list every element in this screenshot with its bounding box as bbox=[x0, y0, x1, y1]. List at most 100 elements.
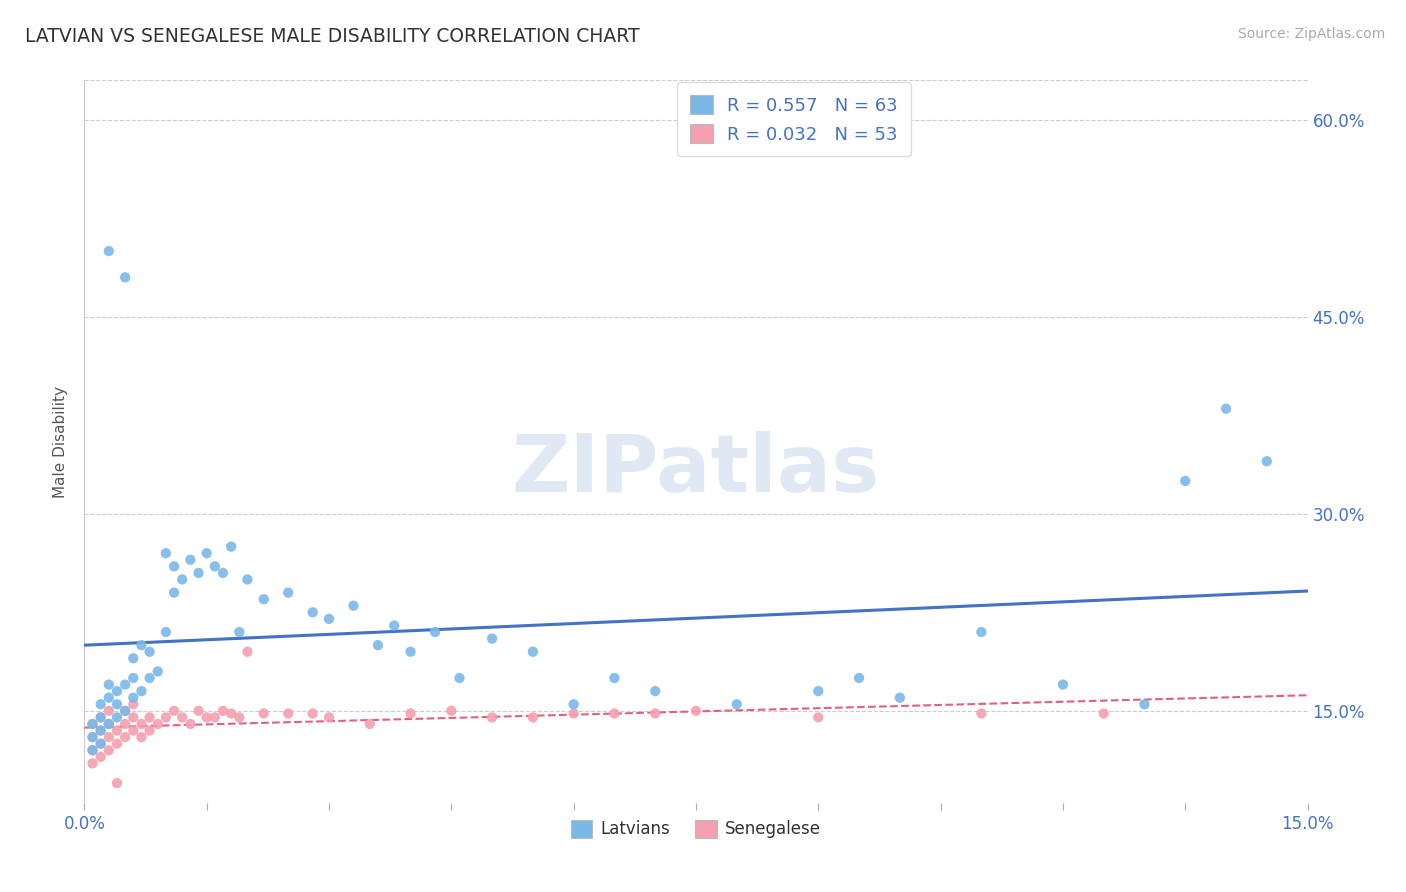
Point bbox=[131, 638, 153, 652]
Text: Source: ZipAtlas.com: Source: ZipAtlas.com bbox=[1237, 27, 1385, 41]
Point bbox=[114, 730, 136, 744]
Point bbox=[440, 704, 463, 718]
Point bbox=[219, 540, 242, 554]
Point bbox=[253, 706, 276, 721]
Point bbox=[644, 684, 666, 698]
Point bbox=[212, 566, 235, 580]
Point bbox=[163, 585, 186, 599]
Point bbox=[122, 698, 145, 712]
Point bbox=[105, 776, 128, 790]
Point bbox=[195, 710, 218, 724]
Point bbox=[603, 706, 626, 721]
Point bbox=[90, 737, 112, 751]
Point bbox=[146, 665, 169, 679]
Point bbox=[970, 625, 993, 640]
Point bbox=[131, 730, 153, 744]
Point bbox=[90, 723, 112, 738]
Point bbox=[449, 671, 471, 685]
Point bbox=[122, 710, 145, 724]
Point bbox=[97, 677, 120, 691]
Legend: Latvians, Senegalese: Latvians, Senegalese bbox=[564, 813, 828, 845]
Point bbox=[114, 704, 136, 718]
Point bbox=[318, 612, 340, 626]
Point bbox=[97, 730, 120, 744]
Point bbox=[301, 706, 323, 721]
Point bbox=[1133, 698, 1156, 712]
Point bbox=[204, 559, 226, 574]
Point bbox=[155, 625, 177, 640]
Point bbox=[382, 618, 405, 632]
Point bbox=[138, 671, 160, 685]
Point bbox=[97, 244, 120, 258]
Point bbox=[195, 546, 218, 560]
Point bbox=[212, 704, 235, 718]
Point bbox=[228, 625, 250, 640]
Point bbox=[318, 710, 340, 724]
Point bbox=[179, 553, 201, 567]
Point bbox=[82, 756, 104, 771]
Point bbox=[253, 592, 276, 607]
Point bbox=[114, 704, 136, 718]
Text: LATVIAN VS SENEGALESE MALE DISABILITY CORRELATION CHART: LATVIAN VS SENEGALESE MALE DISABILITY CO… bbox=[25, 27, 640, 45]
Point bbox=[277, 706, 299, 721]
Point bbox=[399, 645, 422, 659]
Point bbox=[97, 717, 120, 731]
Point bbox=[1092, 706, 1115, 721]
Point bbox=[105, 737, 128, 751]
Point bbox=[105, 684, 128, 698]
Point bbox=[90, 723, 112, 738]
Point bbox=[97, 704, 120, 718]
Point bbox=[423, 625, 446, 640]
Point bbox=[562, 698, 585, 712]
Point bbox=[138, 723, 160, 738]
Text: ZIPatlas: ZIPatlas bbox=[512, 432, 880, 509]
Point bbox=[644, 706, 666, 721]
Point bbox=[163, 704, 186, 718]
Point bbox=[603, 671, 626, 685]
Point bbox=[114, 270, 136, 285]
Point bbox=[1256, 454, 1278, 468]
Point bbox=[236, 573, 259, 587]
Point bbox=[359, 717, 381, 731]
Point bbox=[82, 717, 104, 731]
Point bbox=[138, 645, 160, 659]
Point bbox=[1215, 401, 1237, 416]
Point bbox=[481, 710, 503, 724]
Point bbox=[172, 710, 194, 724]
Point bbox=[187, 566, 209, 580]
Point bbox=[522, 645, 544, 659]
Point bbox=[889, 690, 911, 705]
Point bbox=[131, 717, 153, 731]
Point bbox=[114, 717, 136, 731]
Point bbox=[90, 749, 112, 764]
Point bbox=[105, 710, 128, 724]
Point bbox=[122, 723, 145, 738]
Point bbox=[807, 710, 830, 724]
Point bbox=[82, 730, 104, 744]
Point bbox=[277, 585, 299, 599]
Point bbox=[204, 710, 226, 724]
Point bbox=[146, 717, 169, 731]
Point bbox=[82, 743, 104, 757]
Point bbox=[367, 638, 389, 652]
Point bbox=[1052, 677, 1074, 691]
Point bbox=[82, 730, 104, 744]
Point bbox=[1174, 474, 1197, 488]
Point bbox=[90, 710, 112, 724]
Point bbox=[848, 671, 870, 685]
Point bbox=[236, 645, 259, 659]
Point bbox=[105, 723, 128, 738]
Point bbox=[522, 710, 544, 724]
Point bbox=[97, 690, 120, 705]
Point bbox=[155, 546, 177, 560]
Point bbox=[131, 684, 153, 698]
Point bbox=[179, 717, 201, 731]
Point bbox=[219, 706, 242, 721]
Point bbox=[187, 704, 209, 718]
Point bbox=[301, 605, 323, 619]
Point bbox=[82, 743, 104, 757]
Point bbox=[82, 717, 104, 731]
Point bbox=[90, 698, 112, 712]
Point bbox=[562, 706, 585, 721]
Point bbox=[685, 704, 707, 718]
